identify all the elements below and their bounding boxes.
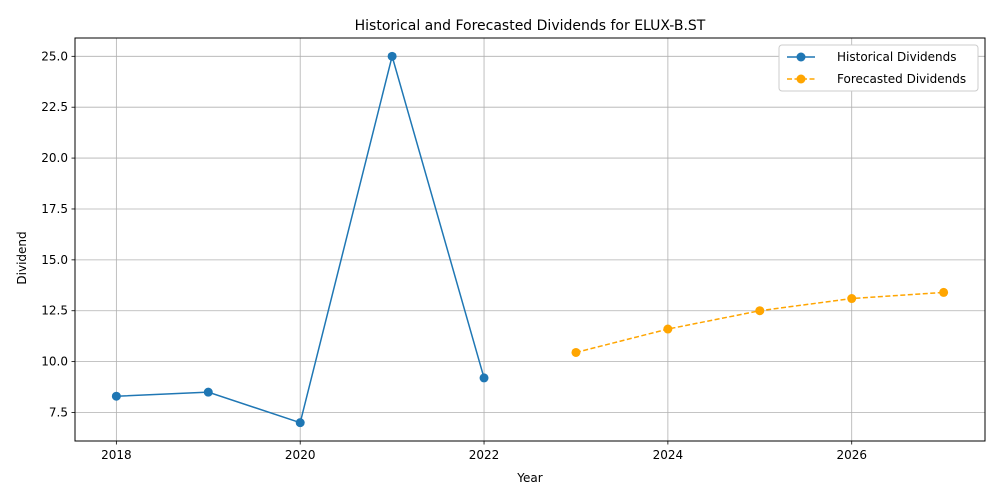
y-axis-label: Dividend	[15, 231, 29, 284]
y-tick-label: 15.0	[41, 253, 68, 267]
x-tick-label: 2024	[653, 448, 684, 462]
legend-marker-historical	[796, 52, 806, 62]
axis-ticks: 2018 2020 2022 2024 2026 7.5 10.0 12.5 15.0 17.5 2…	[41, 49, 867, 462]
legend-label-historical: Historical Dividends	[837, 50, 957, 64]
x-tick-label: 2026	[836, 448, 867, 462]
x-axis-label: Year	[516, 471, 542, 485]
data-point-historical	[479, 373, 489, 383]
y-tick-label: 10.0	[41, 355, 68, 369]
y-tick-label: 17.5	[41, 202, 68, 216]
data-point-historical	[111, 391, 121, 401]
plot-frame	[74, 37, 986, 442]
data-point-forecasted	[663, 324, 673, 334]
legend: Historical Dividends Forecasted Dividend…	[778, 44, 979, 92]
y-tick-label: 25.0	[41, 49, 68, 63]
data-point-forecasted	[939, 287, 949, 297]
data-point-historical	[295, 418, 305, 428]
y-tick-label: 12.5	[41, 304, 68, 318]
legend-item-forecasted: Forecasted Dividends	[787, 72, 966, 86]
y-tick-label: 7.5	[49, 406, 68, 420]
grid-lines	[75, 38, 985, 441]
x-tick-label: 2018	[101, 448, 132, 462]
y-tick-label: 20.0	[41, 151, 68, 165]
legend-label-forecasted: Forecasted Dividends	[837, 72, 966, 86]
series-layer	[111, 51, 949, 428]
data-point-historical	[203, 387, 213, 397]
chart-title: Historical and Forecasted Dividends for …	[355, 18, 706, 34]
x-tick-label: 2022	[469, 448, 500, 462]
legend-marker-forecasted	[796, 74, 806, 84]
x-tick-label: 2020	[285, 448, 316, 462]
data-point-historical	[387, 51, 397, 61]
legend-item-historical: Historical Dividends	[787, 50, 957, 64]
data-point-forecasted	[755, 306, 765, 316]
data-point-forecasted	[847, 294, 857, 304]
data-point-forecasted	[571, 347, 581, 357]
legend-box	[778, 44, 979, 92]
y-tick-label: 22.5	[41, 100, 68, 114]
